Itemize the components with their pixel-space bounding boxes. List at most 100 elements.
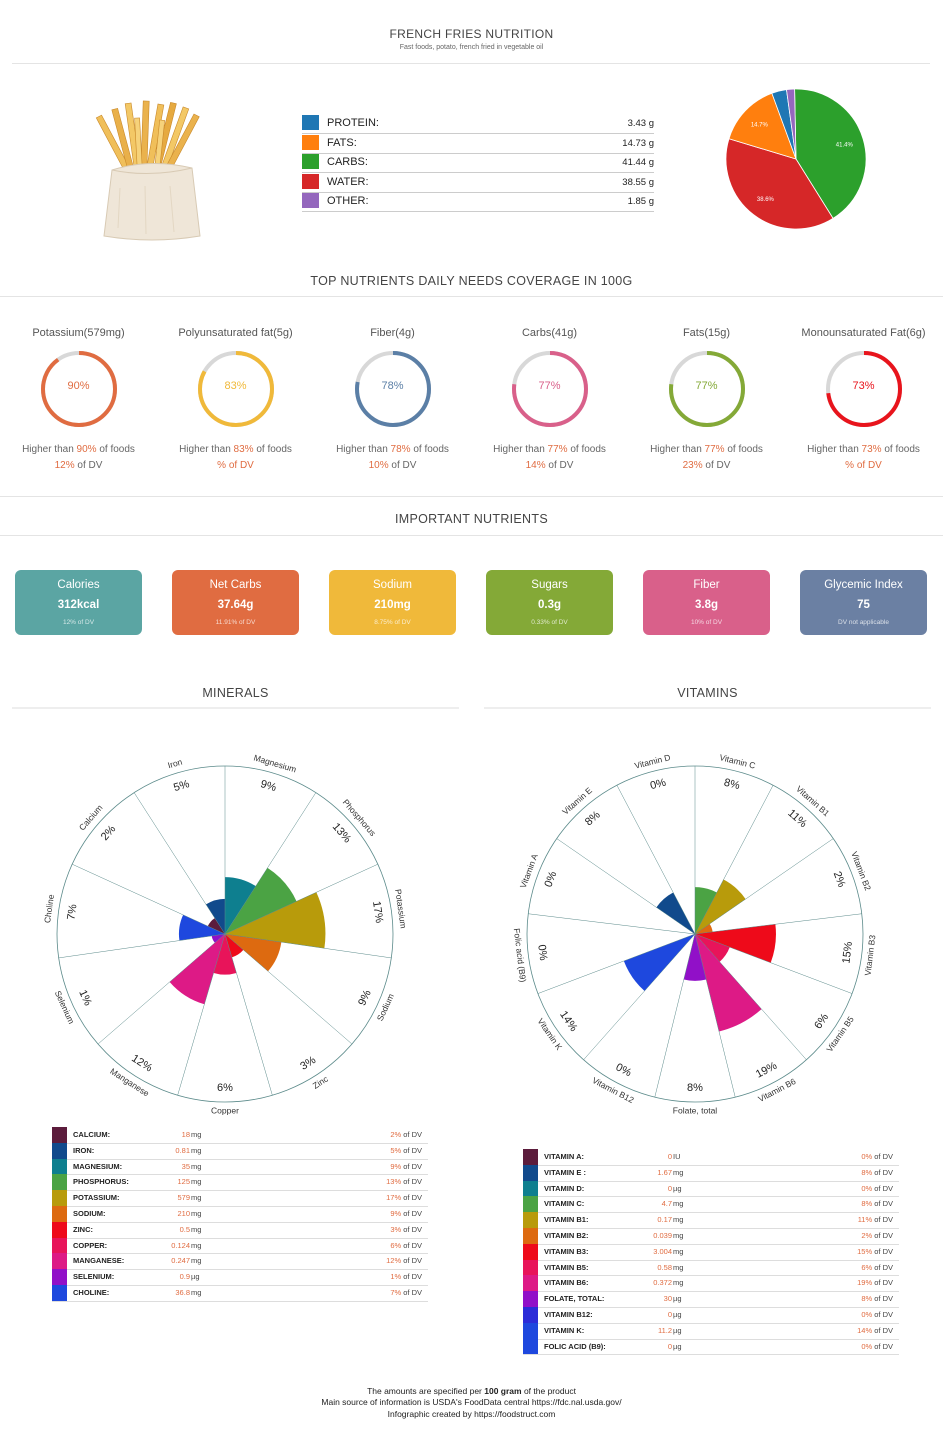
polar-value-label: 0% bbox=[614, 1061, 634, 1079]
gauge-rank-text: Higher than 90% of foods bbox=[0, 444, 157, 455]
dv-suffix: of DV bbox=[872, 1294, 893, 1304]
nutrient-amount: 11.2 bbox=[657, 1325, 672, 1335]
dv-value: 6% bbox=[861, 1262, 873, 1272]
polar-spoke bbox=[694, 785, 774, 935]
polar-category-label: Folic acid (B9) bbox=[512, 928, 528, 983]
color-swatch bbox=[52, 1253, 67, 1270]
text: of DV bbox=[388, 460, 417, 471]
nutrient-name: FOLATE, TOTAL: bbox=[544, 1294, 605, 1304]
nutrient-card: Net Carbs 37.64g 11.91% of DV bbox=[172, 570, 299, 635]
nutrient-unit: mg bbox=[191, 1130, 202, 1139]
dv-value: 1% bbox=[390, 1272, 402, 1282]
color-swatch bbox=[523, 1180, 538, 1197]
divider bbox=[484, 707, 931, 709]
nutrient-amount: 3.004 bbox=[653, 1246, 672, 1256]
gauge-label: Carbs(41g) bbox=[521, 327, 578, 339]
polar-value-label: 8% bbox=[723, 777, 742, 793]
gauge-ring bbox=[198, 351, 274, 427]
polar-value-label: 15% bbox=[841, 941, 856, 965]
pie-slice-carbs bbox=[794, 88, 867, 219]
polar-value-label: 13% bbox=[330, 821, 354, 846]
nutrient-unit: mg bbox=[673, 1167, 684, 1177]
nutrient-amount: 0.372 bbox=[653, 1278, 672, 1288]
card-dv: DV not applicable bbox=[838, 619, 889, 626]
color-swatch bbox=[52, 1127, 67, 1143]
divider bbox=[0, 296, 943, 297]
divider bbox=[0, 535, 943, 536]
footer-credit: Infographic created by https://foodstruc… bbox=[387, 1409, 556, 1419]
gauge-fill bbox=[355, 351, 431, 427]
nutrient-unit: mg bbox=[191, 1240, 202, 1250]
gauge-fill bbox=[669, 351, 745, 427]
polar-wedge-magnesium bbox=[225, 877, 256, 934]
gauge-dv-text: 10% of DV bbox=[314, 460, 471, 471]
coverage-gauge: Carbs(41g) 77% Higher than 77% of foods 14%… bbox=[471, 327, 628, 477]
dv-suffix: of DV bbox=[401, 1256, 422, 1266]
nutrient-unit: mg bbox=[191, 1288, 202, 1297]
gauge-dv-text: % of DV bbox=[785, 460, 942, 471]
gauge-percent: 73% bbox=[852, 380, 875, 392]
page-title: FRENCH FRIES NUTRITION bbox=[389, 27, 554, 41]
polar-spoke bbox=[224, 863, 378, 935]
dv-value: 17% bbox=[386, 1193, 402, 1203]
table-row: VITAMIN A: 0 IU 0% of DV bbox=[523, 1149, 899, 1166]
color-swatch bbox=[302, 154, 319, 169]
pie-slice-fats bbox=[728, 92, 797, 160]
nutrient-name: FOLIC ACID (B9): bbox=[544, 1341, 606, 1351]
polar-value-label: 19% bbox=[754, 1060, 779, 1081]
polar-wedge-sodium bbox=[225, 934, 282, 972]
text: of DV bbox=[74, 460, 103, 471]
pie-slice-other bbox=[786, 88, 797, 160]
card-dv: 0.33% of DV bbox=[531, 619, 568, 626]
polar-wedge-vitamin-e bbox=[656, 892, 695, 934]
table-row: VITAMIN E : 1.67 mg 8% of DV bbox=[523, 1164, 899, 1182]
color-swatch bbox=[523, 1149, 538, 1165]
polar-spoke bbox=[224, 933, 273, 1096]
color-swatch bbox=[302, 134, 319, 150]
text: Higher than bbox=[179, 444, 234, 455]
nutrient-amount: 0.039 bbox=[653, 1231, 672, 1240]
color-swatch bbox=[52, 1221, 67, 1238]
nutrient-name: IRON: bbox=[73, 1145, 95, 1155]
coverage-gauge: Potassium(579mg) 90% Higher than 90% of fo… bbox=[0, 327, 157, 477]
table-row: VITAMIN B12: 0 µg 0% of DV bbox=[523, 1307, 899, 1324]
gauge-label: Fiber(4g) bbox=[370, 327, 415, 339]
card-name: Calories bbox=[57, 579, 100, 591]
polar-spoke bbox=[224, 933, 353, 1045]
nutrient-dv: 0% of DV bbox=[861, 1342, 893, 1351]
color-swatch bbox=[52, 1158, 67, 1175]
nutrient-dv: 8% of DV bbox=[861, 1168, 893, 1177]
card-dv: 12% of DV bbox=[62, 619, 95, 626]
nutrient-amount: 125 bbox=[177, 1177, 190, 1187]
pie-slice-water bbox=[725, 138, 834, 230]
card-dv: 11.91% of DV bbox=[215, 619, 256, 626]
rank-value: 77% bbox=[547, 444, 568, 455]
macro-name: WATER: bbox=[327, 175, 369, 188]
color-swatch bbox=[302, 193, 319, 208]
nutrient-card: Calories 312kcal 12% of DV bbox=[15, 570, 142, 635]
polar-category-label: Vitamin B3 bbox=[863, 934, 878, 976]
gauge-fill bbox=[198, 351, 274, 427]
table-row: FOLIC ACID (B9): 0 µg 0% of DV bbox=[523, 1338, 899, 1356]
macro-row: OTHER: 1.85 g bbox=[302, 192, 654, 212]
text: of DV bbox=[702, 460, 731, 471]
dv-value: 7% bbox=[390, 1288, 402, 1297]
polar-category-label: Vitamin B12 bbox=[591, 1075, 636, 1105]
nutrient-unit: µg bbox=[191, 1272, 200, 1282]
divider bbox=[12, 707, 459, 709]
nutrient-name: COPPER: bbox=[73, 1240, 108, 1250]
polar-spoke bbox=[72, 863, 226, 935]
table-row: IRON: 0.81 mg 5% of DV bbox=[52, 1142, 428, 1160]
gauge-dv-text: 12% of DV bbox=[0, 460, 157, 471]
nutrient-amount: 0.247 bbox=[171, 1256, 190, 1266]
nutrient-amount: 1.67 bbox=[657, 1167, 672, 1177]
dv-value: 0% bbox=[861, 1183, 873, 1193]
color-swatch bbox=[523, 1291, 538, 1307]
polar-category-label: Vitamin E bbox=[560, 785, 594, 817]
polar-value-label: 12% bbox=[129, 1052, 154, 1074]
dv-suffix: of DV bbox=[401, 1288, 422, 1297]
nutrient-unit: mg bbox=[191, 1145, 202, 1155]
polar-spoke bbox=[224, 933, 392, 959]
nutrient-card: Sugars 0.3g 0.33% of DV bbox=[486, 570, 613, 635]
french-fries-image bbox=[90, 98, 210, 243]
